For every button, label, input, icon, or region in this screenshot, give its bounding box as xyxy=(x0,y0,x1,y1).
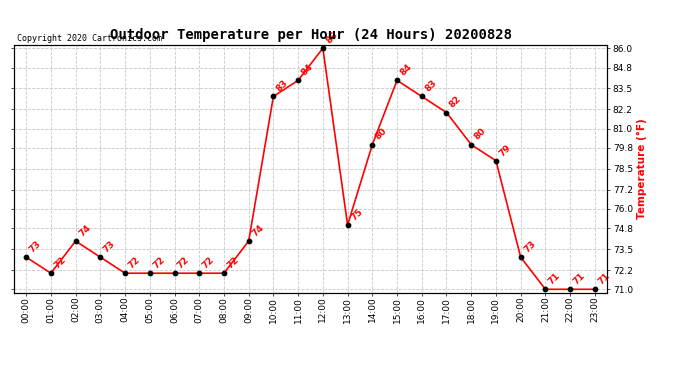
Point xyxy=(194,270,205,276)
Y-axis label: Temperature (°F): Temperature (°F) xyxy=(637,118,647,219)
Text: 72: 72 xyxy=(226,255,241,270)
Text: 86: 86 xyxy=(324,30,339,45)
Text: 72: 72 xyxy=(151,255,166,270)
Text: 72: 72 xyxy=(52,255,68,270)
Text: 73: 73 xyxy=(522,239,538,254)
Point xyxy=(243,238,254,244)
Point xyxy=(268,93,279,99)
Text: 74: 74 xyxy=(77,223,92,238)
Text: 71: 71 xyxy=(571,271,586,286)
Point xyxy=(95,254,106,260)
Point xyxy=(416,93,427,99)
Text: 71: 71 xyxy=(596,271,611,286)
Title: Outdoor Temperature per Hour (24 Hours) 20200828: Outdoor Temperature per Hour (24 Hours) … xyxy=(110,28,511,42)
Text: 82: 82 xyxy=(448,94,463,110)
Text: 80: 80 xyxy=(374,127,389,142)
Point xyxy=(466,142,477,148)
Point xyxy=(441,110,452,116)
Point xyxy=(367,142,378,148)
Point xyxy=(564,286,575,292)
Point xyxy=(391,77,402,83)
Point xyxy=(46,270,57,276)
Point xyxy=(21,254,32,260)
Text: 84: 84 xyxy=(398,62,414,78)
Point xyxy=(169,270,180,276)
Point xyxy=(293,77,304,83)
Point xyxy=(589,286,600,292)
Text: Copyright 2020 Cartronics.com: Copyright 2020 Cartronics.com xyxy=(17,33,161,42)
Text: 83: 83 xyxy=(423,78,438,94)
Point xyxy=(540,286,551,292)
Text: 72: 72 xyxy=(126,255,141,270)
Point xyxy=(144,270,155,276)
Text: 72: 72 xyxy=(201,255,216,270)
Text: 72: 72 xyxy=(176,255,191,270)
Point xyxy=(119,270,130,276)
Point xyxy=(515,254,526,260)
Text: 79: 79 xyxy=(497,142,513,158)
Text: 83: 83 xyxy=(275,78,290,94)
Point xyxy=(317,45,328,51)
Point xyxy=(70,238,81,244)
Text: 74: 74 xyxy=(250,223,266,238)
Point xyxy=(219,270,230,276)
Point xyxy=(342,222,353,228)
Text: 75: 75 xyxy=(349,207,364,222)
Text: 73: 73 xyxy=(28,239,43,254)
Point xyxy=(491,158,502,164)
Text: 73: 73 xyxy=(101,239,117,254)
Text: 71: 71 xyxy=(546,271,562,286)
Text: 80: 80 xyxy=(473,127,488,142)
Text: 84: 84 xyxy=(299,62,315,78)
